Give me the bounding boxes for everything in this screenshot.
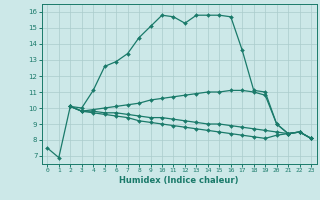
X-axis label: Humidex (Indice chaleur): Humidex (Indice chaleur) [119, 176, 239, 185]
